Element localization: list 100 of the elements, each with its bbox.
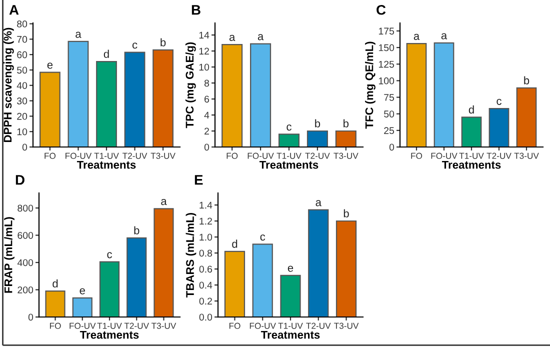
y-axis-title: TPC (mg GAE/g) bbox=[185, 42, 196, 128]
x-tick-label: T3-UV bbox=[150, 152, 176, 159]
y-tick-label: 0 bbox=[389, 144, 394, 151]
x-tick-label: T3-UV bbox=[151, 322, 176, 329]
y-tick-label: 125 bbox=[378, 60, 394, 68]
chart-title: D bbox=[16, 175, 24, 185]
x-tick-label: T3-UV bbox=[334, 322, 359, 329]
y-tick-label: 10 bbox=[199, 64, 210, 71]
y-tick-label: 50 bbox=[17, 66, 28, 74]
x-axis-title: Treatments bbox=[259, 160, 318, 169]
bar bbox=[96, 60, 117, 147]
annotation: c bbox=[496, 98, 502, 105]
y-tick-label: 0 bbox=[204, 144, 210, 151]
bar bbox=[406, 43, 427, 147]
y-tick-label: 600 bbox=[18, 232, 34, 239]
y-tick-label: 10 bbox=[17, 128, 28, 136]
y-tick-label: 400 bbox=[17, 259, 34, 266]
annotation: e bbox=[47, 62, 53, 69]
y-tick-label: 1.0 bbox=[200, 234, 212, 241]
annotation: c bbox=[107, 252, 112, 258]
chart-title: B bbox=[192, 5, 200, 15]
bar bbox=[250, 43, 272, 147]
bar bbox=[154, 208, 174, 317]
y-tick-label: 0.2 bbox=[199, 298, 212, 305]
x-axis-title: Treatments bbox=[442, 160, 501, 169]
bar bbox=[335, 130, 356, 147]
y-tick-label: 20 bbox=[17, 112, 28, 120]
x-tick-label: FO bbox=[44, 152, 56, 159]
y-tick-label: 40 bbox=[16, 82, 28, 90]
y-tick-label: 30 bbox=[17, 98, 28, 104]
y-tick-label: 1.2 bbox=[200, 218, 212, 225]
bar bbox=[152, 49, 174, 147]
bar bbox=[306, 130, 328, 147]
bar bbox=[224, 250, 246, 317]
y-tick-label: 200 bbox=[18, 286, 34, 294]
y-tick-label: 0.4 bbox=[199, 282, 212, 289]
y-tick-label: 0.6 bbox=[199, 266, 212, 273]
annotation: d bbox=[52, 279, 58, 288]
y-tick-label: 0 bbox=[28, 314, 34, 321]
x-tick-label: FO-UV bbox=[70, 322, 96, 329]
x-tick-label: FO bbox=[50, 322, 61, 329]
y-axis-title: DPPH scavenging (%) bbox=[3, 28, 14, 142]
y-tick-label: 150 bbox=[378, 44, 394, 52]
x-tick-label: FO-UV bbox=[248, 152, 274, 159]
annotation: b bbox=[344, 209, 349, 218]
y-tick-label: 100 bbox=[378, 77, 394, 84]
y-axis-title: TFC (mg QE/mL) bbox=[365, 42, 376, 129]
x-tick-label: FO-UV bbox=[66, 152, 92, 159]
y-tick-label: 14 bbox=[199, 32, 210, 39]
x-tick-label: T1-UV bbox=[459, 152, 484, 159]
y-tick-label: 0 bbox=[22, 144, 28, 151]
annotation: d bbox=[468, 105, 474, 114]
y-tick-label: 25 bbox=[384, 127, 394, 134]
annotation: b bbox=[134, 226, 140, 234]
x-tick-label: T1-UV bbox=[278, 322, 303, 329]
chart-title: E bbox=[194, 175, 203, 185]
annotation: e bbox=[288, 266, 294, 272]
y-tick-label: 50 bbox=[384, 110, 394, 118]
bar bbox=[252, 244, 273, 317]
chart-title: A bbox=[9, 5, 19, 15]
bar bbox=[336, 220, 357, 317]
annotation: b bbox=[524, 76, 530, 84]
annotation: c bbox=[132, 42, 138, 49]
annotation: e bbox=[80, 288, 85, 294]
y-tick-label: 1.4 bbox=[200, 202, 212, 209]
x-tick-label: FO bbox=[226, 152, 238, 159]
bar bbox=[278, 134, 300, 147]
x-tick-label: T1-UV bbox=[276, 152, 302, 159]
bar bbox=[516, 87, 537, 147]
y-tick-label: 800 bbox=[18, 204, 34, 212]
annotation: d bbox=[104, 50, 109, 58]
annotation: a bbox=[161, 198, 167, 206]
y-tick-label: 4 bbox=[204, 112, 210, 119]
x-tick-label: FO bbox=[229, 322, 240, 329]
y-axis-title: TBARS (mL/mL) bbox=[186, 212, 196, 298]
annotation: b bbox=[344, 119, 349, 128]
y-tick-label: 75 bbox=[384, 94, 394, 101]
annotation: a bbox=[414, 34, 420, 40]
annotation: a bbox=[441, 33, 448, 40]
x-axis-title: Treatments bbox=[76, 160, 136, 169]
annotation: c bbox=[286, 124, 292, 131]
annotation: a bbox=[316, 200, 322, 206]
x-tick-label: T3-UV bbox=[334, 152, 358, 159]
x-tick-label: FO-UV bbox=[250, 322, 276, 329]
y-tick-label: 0.0 bbox=[199, 314, 212, 321]
bar bbox=[461, 116, 482, 147]
x-tick-label: T2-UV bbox=[305, 152, 330, 159]
annotation: b bbox=[315, 119, 320, 128]
y-tick-label: 70 bbox=[17, 36, 28, 43]
bar bbox=[308, 209, 329, 317]
bar bbox=[99, 261, 120, 317]
bar bbox=[72, 297, 92, 317]
annotation: a bbox=[258, 34, 264, 40]
x-tick-label: T2-UV bbox=[486, 152, 512, 159]
x-tick-label: FO bbox=[411, 152, 422, 159]
bar bbox=[45, 290, 66, 317]
x-tick-label: T3-UV bbox=[514, 152, 539, 159]
bar bbox=[434, 42, 454, 147]
x-tick-label: T2-UV bbox=[306, 322, 331, 329]
bar bbox=[280, 274, 301, 317]
